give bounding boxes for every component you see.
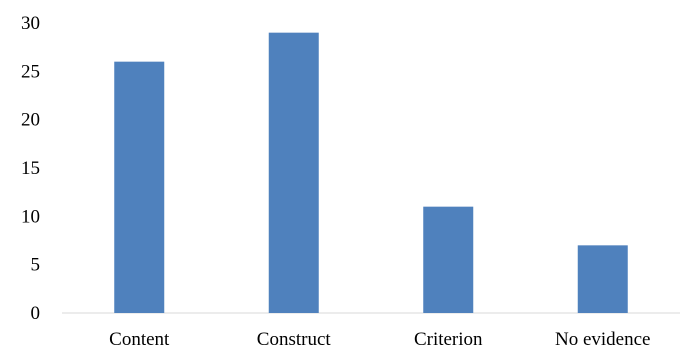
x-axis-category-labels: Content Construct Criterion No evidence bbox=[109, 329, 650, 350]
bar-construct bbox=[268, 32, 319, 314]
y-axis-tick-labels: 0 5 10 15 20 25 30 bbox=[21, 13, 40, 324]
y-tick-label: 25 bbox=[21, 61, 40, 82]
y-tick-label: 0 bbox=[31, 303, 41, 324]
bar-no-evidence bbox=[577, 245, 628, 313]
x-category-label: Construct bbox=[257, 329, 332, 350]
x-category-label: No evidence bbox=[555, 329, 650, 350]
y-tick-label: 15 bbox=[21, 158, 40, 179]
y-tick-label: 10 bbox=[21, 206, 40, 227]
y-tick-label: 5 bbox=[31, 255, 41, 276]
bar-criterion bbox=[423, 206, 474, 313]
bar-content bbox=[114, 61, 165, 313]
bars bbox=[114, 32, 628, 314]
x-category-label: Content bbox=[109, 329, 170, 350]
x-category-label: Criterion bbox=[414, 329, 483, 350]
y-tick-label: 20 bbox=[21, 110, 40, 131]
y-tick-label: 30 bbox=[21, 13, 40, 34]
